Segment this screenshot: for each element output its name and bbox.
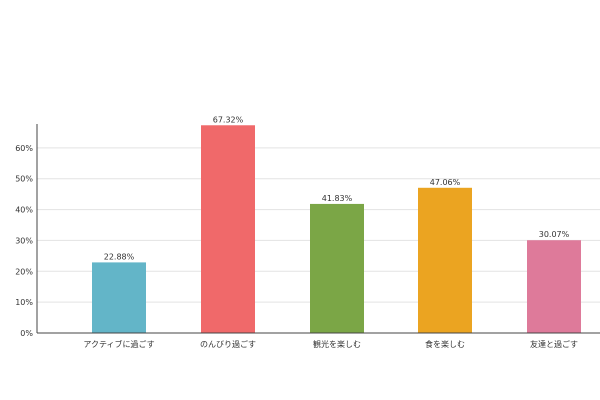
bar: [527, 240, 581, 333]
category-label: 友達と過ごす: [530, 339, 578, 349]
bar: [92, 262, 146, 333]
data-label: 41.83%: [322, 194, 353, 203]
data-labels: 22.88% 67.32% 41.83% 47.06% 30.07%: [104, 115, 570, 261]
y-tick-label: 0%: [20, 329, 33, 338]
bar: [418, 187, 472, 333]
data-label: 47.06%: [430, 178, 461, 187]
y-tick-label: 40%: [15, 206, 33, 215]
data-label: 30.07%: [539, 230, 570, 239]
y-tick-label: 30%: [15, 236, 33, 245]
axes: [36, 124, 600, 334]
category-label: 食を楽しむ: [425, 339, 465, 349]
y-tick-label: 10%: [15, 298, 33, 307]
bar: [201, 125, 255, 333]
y-tick-label: 50%: [15, 175, 33, 184]
data-label: 22.88%: [104, 252, 135, 261]
category-label: アクティブに過ごす: [83, 339, 154, 349]
category-label: 観光を楽しむ: [313, 339, 361, 349]
category-label: のんびり過ごす: [200, 339, 256, 349]
bar: [310, 203, 364, 333]
x-category-labels: アクティブに過ごす のんびり過ごす 観光を楽しむ 食を楽しむ 友達と過ごす: [83, 339, 578, 349]
y-tick-labels: 0% 10% 20% 30% 40% 50% 60%: [15, 144, 33, 338]
bars: [92, 125, 581, 333]
y-tick-label: 20%: [15, 267, 33, 276]
data-label: 67.32%: [213, 115, 244, 124]
y-tick-label: 60%: [15, 144, 33, 153]
